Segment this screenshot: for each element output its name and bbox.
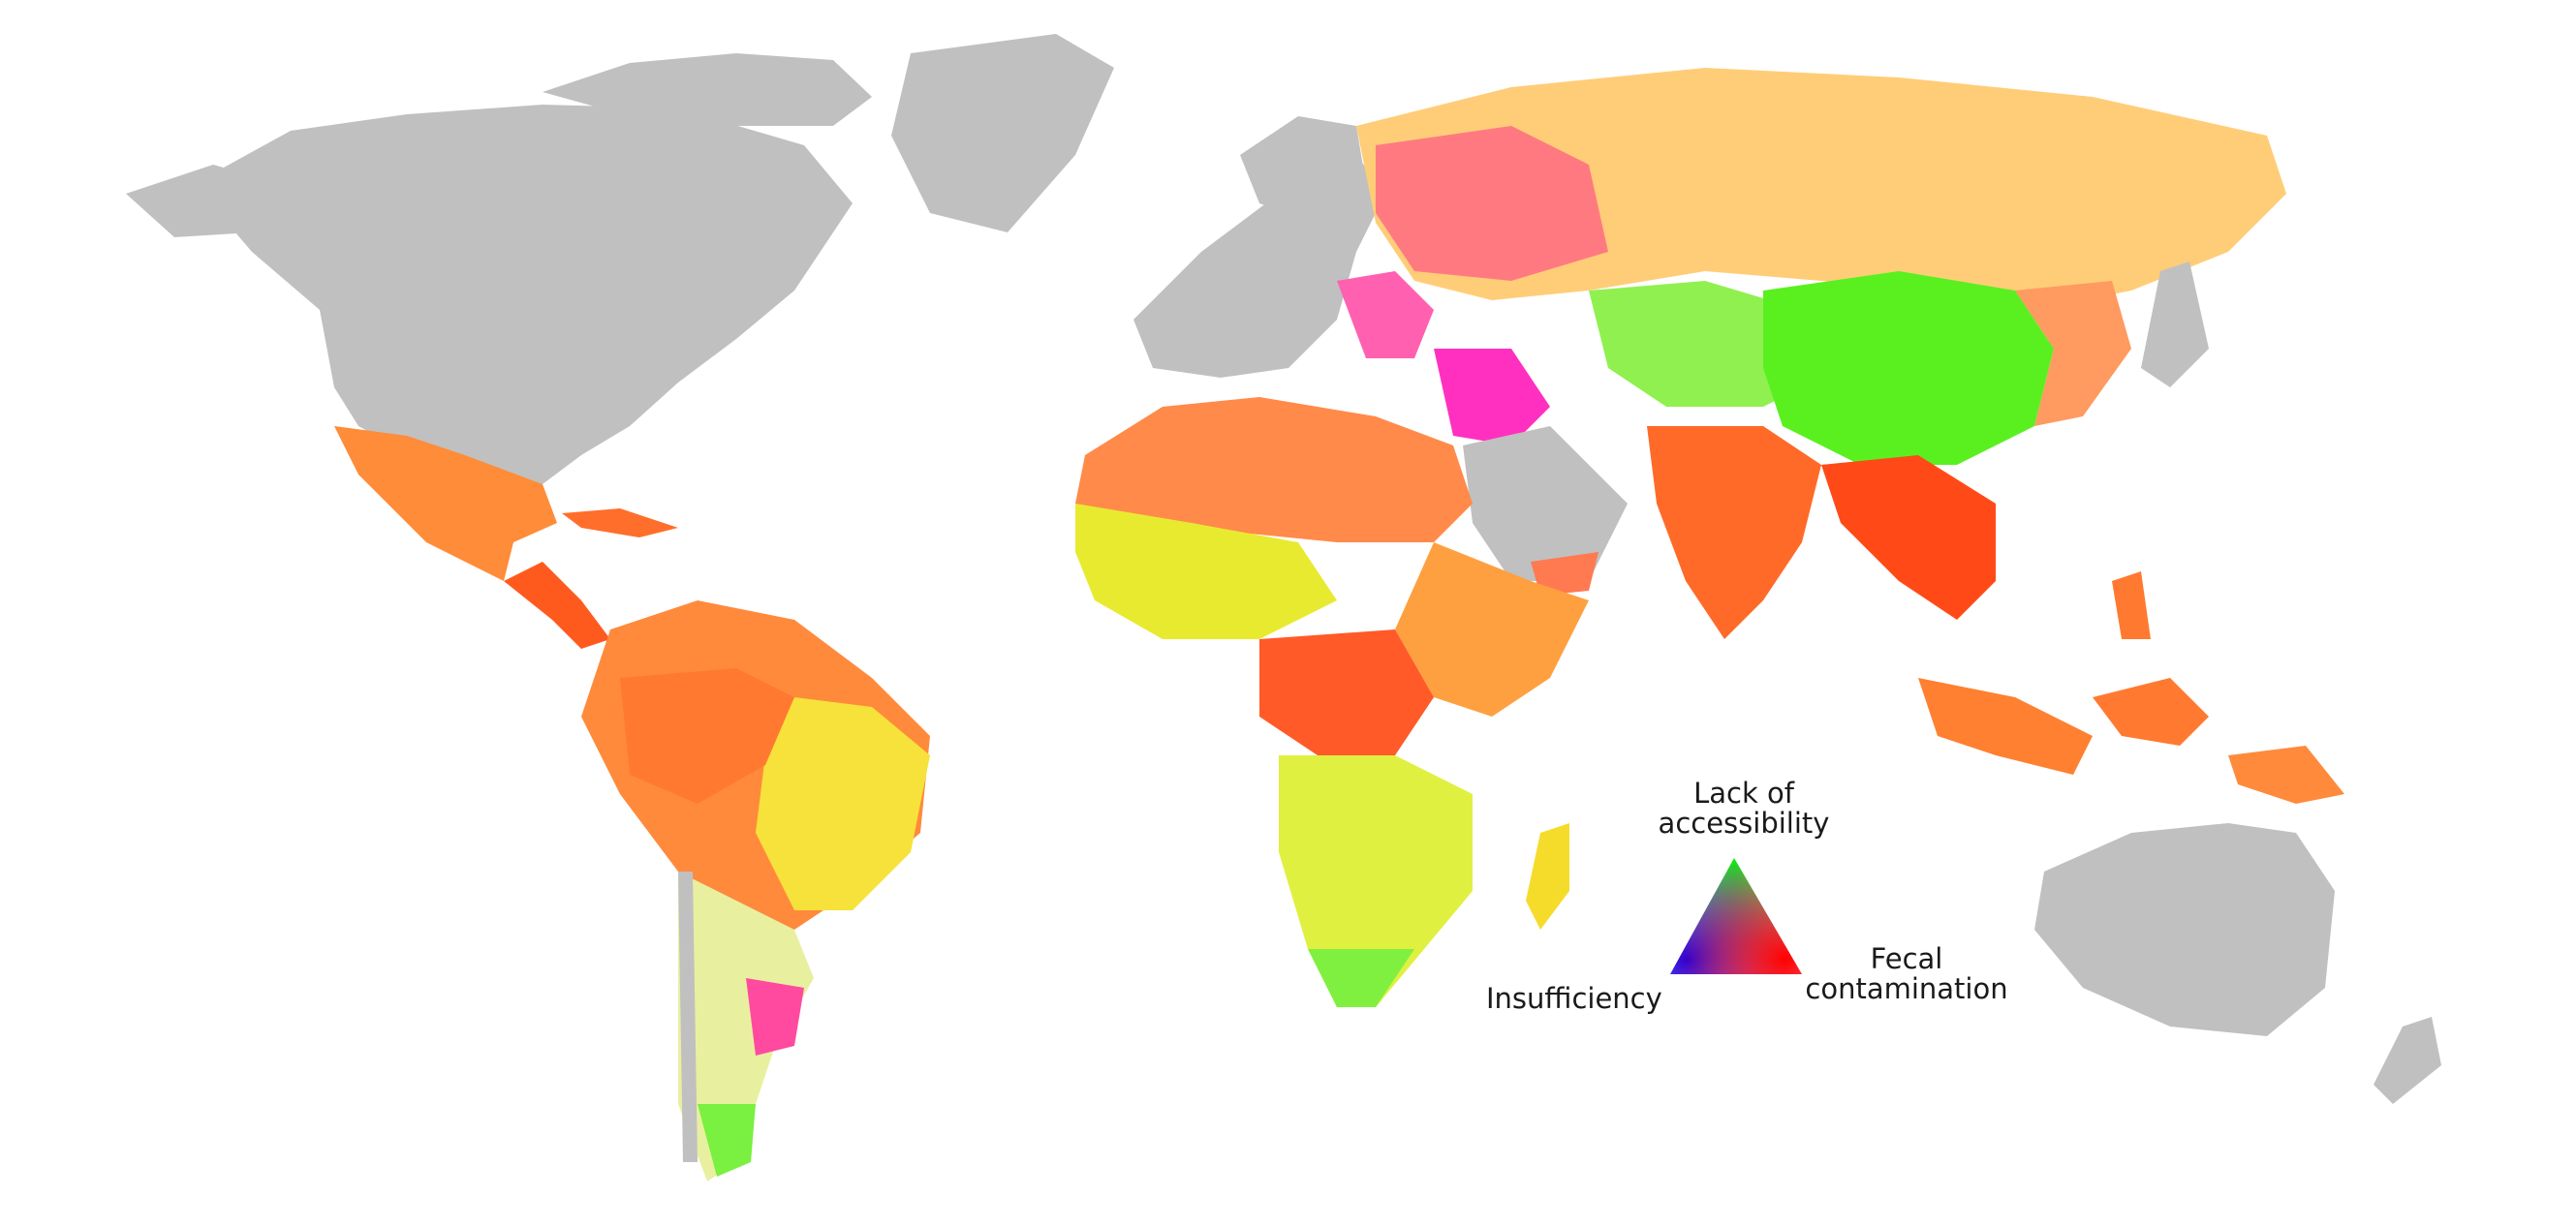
madagascar xyxy=(1526,823,1569,930)
middle-east xyxy=(1434,349,1550,445)
canadian-arctic-islands xyxy=(543,53,872,126)
scandinavia xyxy=(1240,116,1366,223)
southern-africa xyxy=(1279,755,1473,1007)
mexico xyxy=(334,426,557,581)
patagonia xyxy=(698,1104,756,1177)
west-africa xyxy=(1075,504,1337,639)
yemen xyxy=(1531,552,1598,596)
legend-label-top-line2: accessibility xyxy=(1658,807,1830,840)
southeast-asia xyxy=(1821,455,1996,620)
legend-label-lack-of-accessibility: Lack of accessibility xyxy=(1637,779,1850,839)
east-asia xyxy=(2015,281,2131,426)
alaska xyxy=(126,165,281,237)
central-africa xyxy=(1259,629,1434,755)
amazon xyxy=(620,668,794,804)
legend-triangle xyxy=(1670,858,1802,974)
caribbean xyxy=(562,508,678,537)
legend-label-right-line2: contamination xyxy=(1805,972,2008,1005)
brazil-east xyxy=(756,697,930,910)
arabia xyxy=(1463,426,1628,581)
south-asia xyxy=(1647,426,1821,639)
philippines xyxy=(2112,571,2151,639)
horn-east-africa xyxy=(1395,542,1589,717)
new-zealand xyxy=(2374,1017,2441,1104)
argentina-pink xyxy=(746,978,804,1056)
central-america xyxy=(504,562,610,649)
north-africa xyxy=(1075,397,1473,542)
legend-label-right-line1: Fecal xyxy=(1870,942,1943,975)
australia xyxy=(2034,823,2335,1036)
legend-label-insufficiency: Insufficiency xyxy=(1486,982,1662,1015)
legend-label-fecal-contamination: Fecal contamination xyxy=(1800,944,2013,1004)
north-america xyxy=(194,105,853,484)
south-africa xyxy=(1308,949,1414,1007)
greenland xyxy=(891,34,1114,232)
indonesia-a xyxy=(1918,678,2093,775)
western-russia xyxy=(1376,126,1608,281)
legend-label-top-line1: Lack of xyxy=(1693,777,1794,810)
china xyxy=(1763,271,2054,465)
chile xyxy=(678,872,698,1162)
papua xyxy=(2228,746,2344,804)
japan xyxy=(2141,261,2209,387)
balkans xyxy=(1337,271,1434,358)
indonesia-b xyxy=(2093,678,2209,746)
